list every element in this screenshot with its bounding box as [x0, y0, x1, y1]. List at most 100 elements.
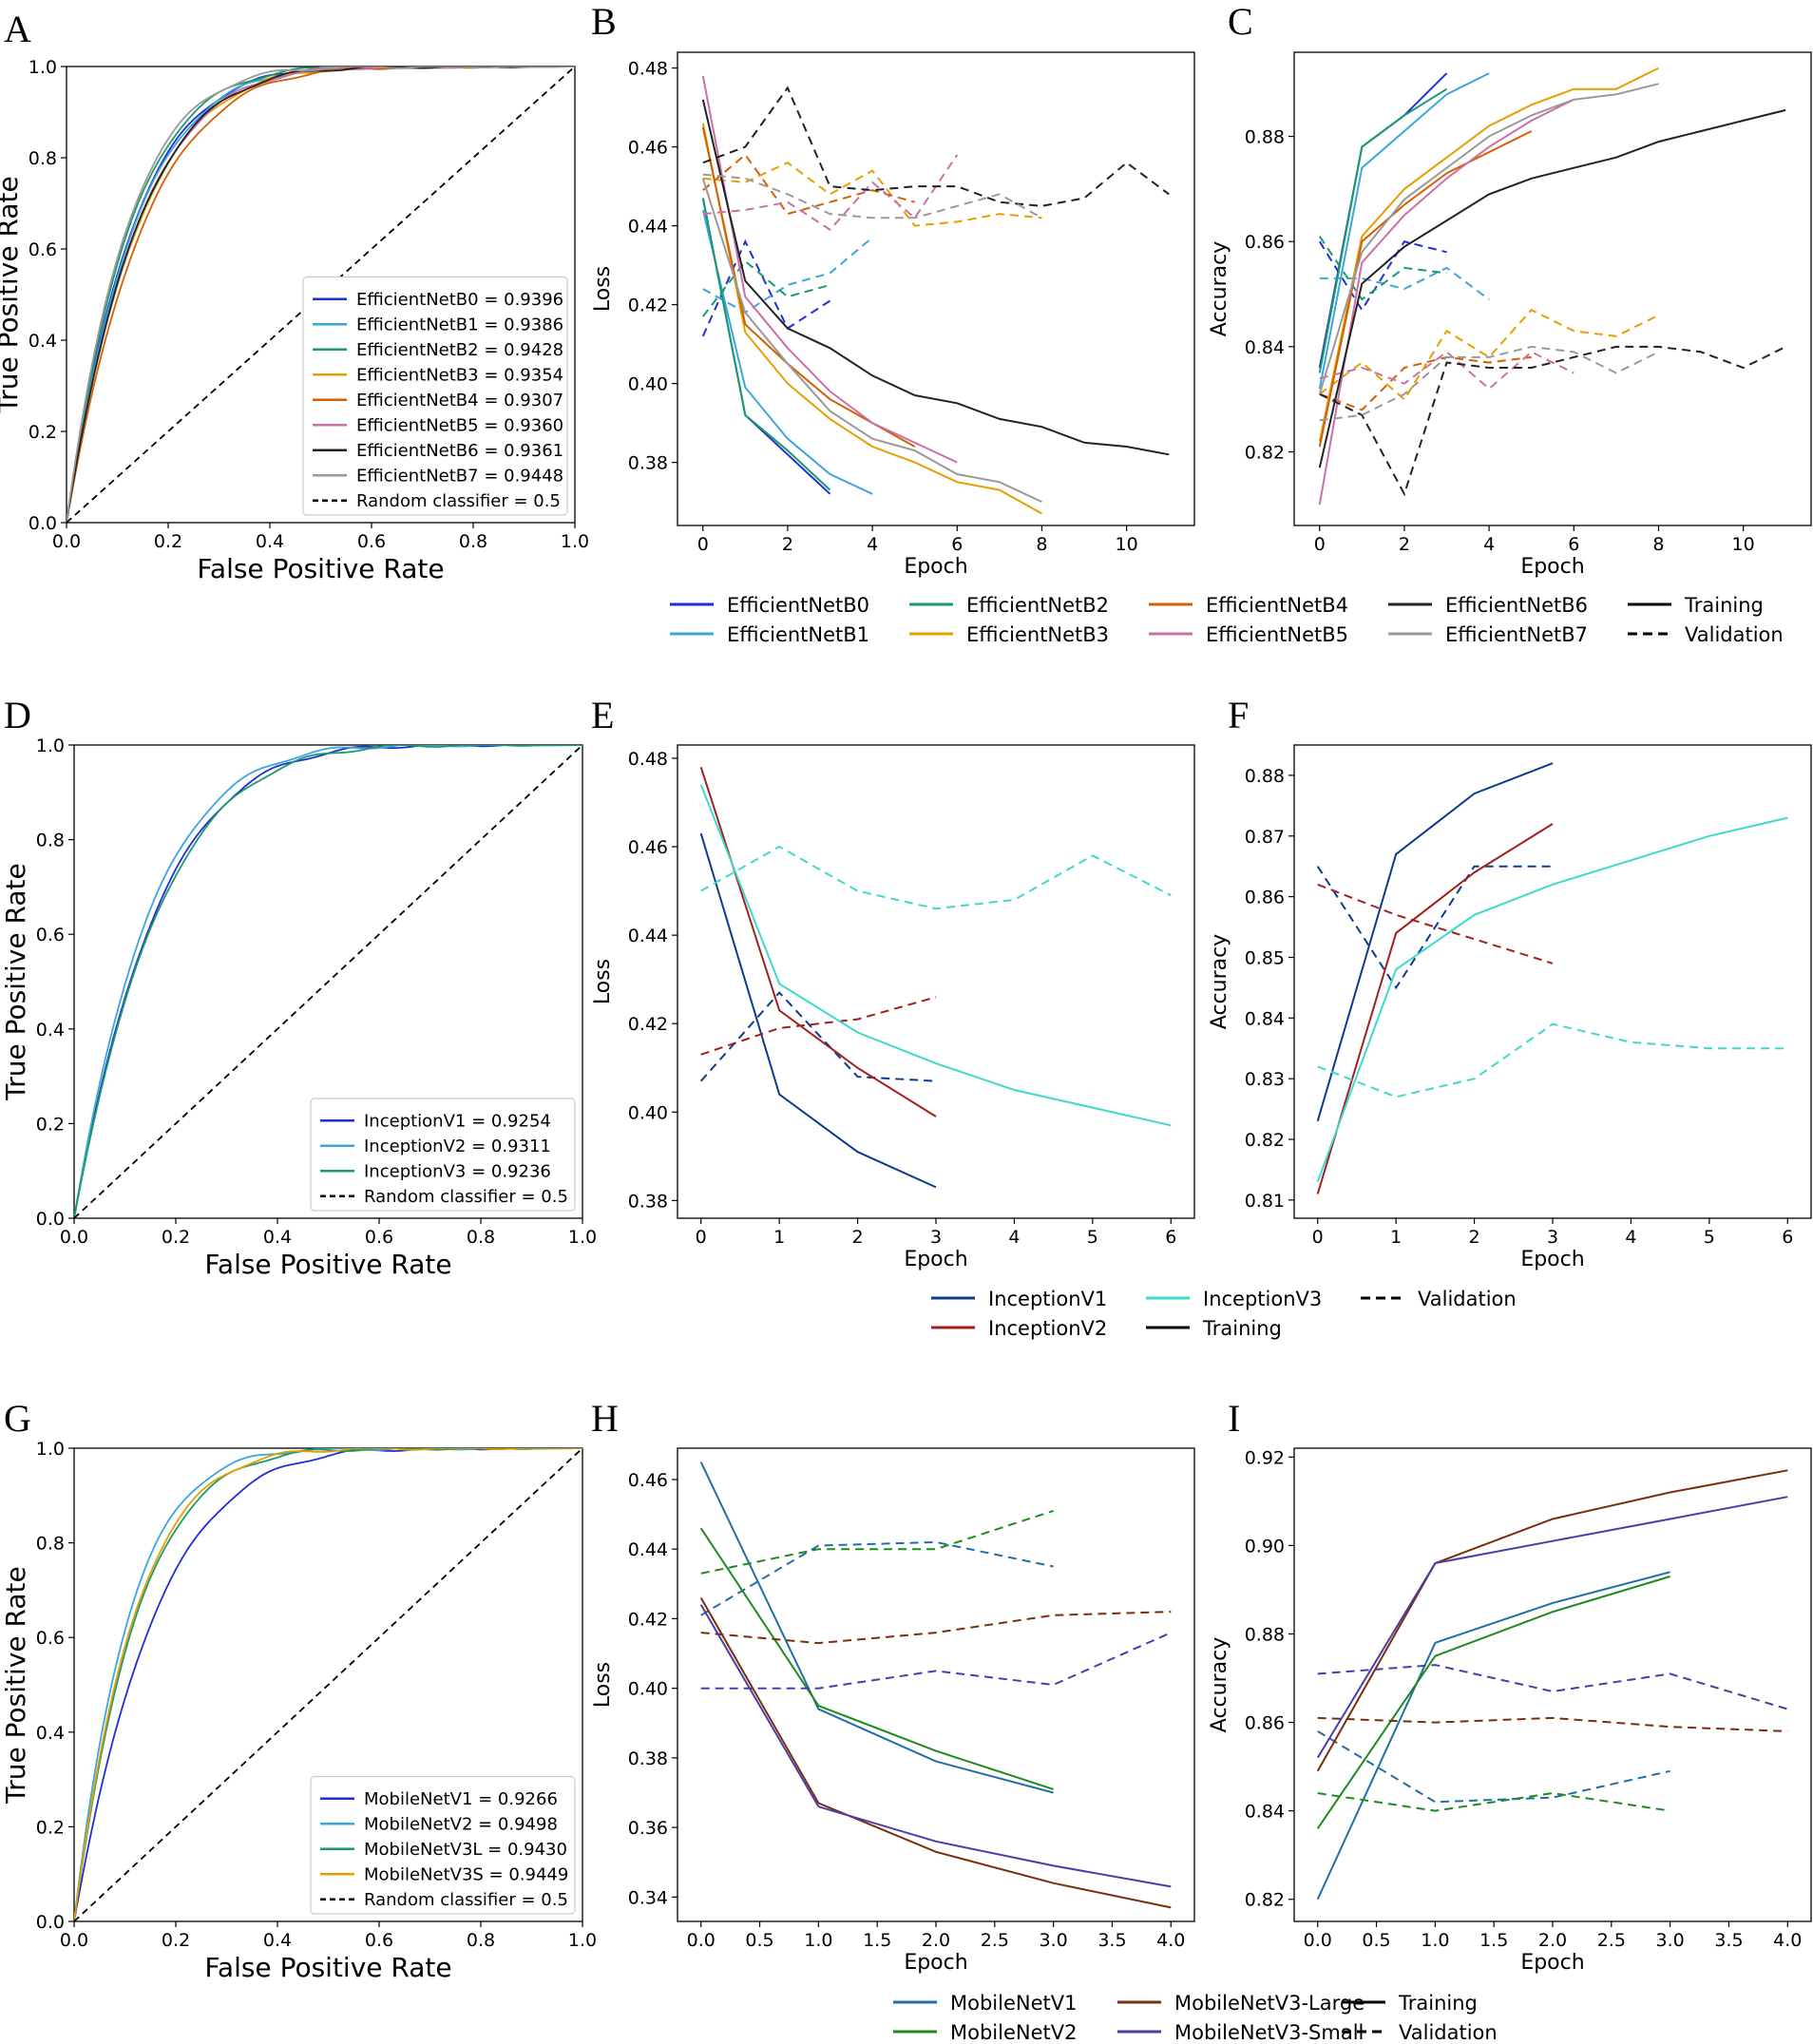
- y-tick-label: 0.85: [1245, 947, 1285, 968]
- legend-entry: InceptionV3: [1203, 1288, 1322, 1310]
- plot-area: [701, 75, 1170, 515]
- y-tick-label: 0.82: [1245, 443, 1285, 464]
- y-tick-label: 0.86: [1245, 888, 1285, 908]
- panel-g: 0.0 0.2 0.4 0.6 0.8 1.0 0.0 0.2 0.4 0.6 0.8 1.0 Fals…: [0, 1439, 597, 1983]
- panel-label-e: E: [591, 694, 614, 736]
- y-tick-label: 0.42: [628, 1609, 668, 1630]
- legend-entry: MobileNetV1: [950, 1992, 1077, 2015]
- y-tick-label: 0.86: [1245, 232, 1285, 253]
- legend-entry: MobileNetV1 = 0.9266: [364, 1789, 558, 1809]
- plot-area: [74, 745, 582, 1218]
- validation-line-mobilenetv3-large: [700, 1611, 1172, 1645]
- validation-line-mobilenetv3-small: [1317, 1664, 1788, 1710]
- x-tick-label: 0: [697, 534, 709, 555]
- training-line-efficientnetb3: [1318, 67, 1659, 442]
- training-line-inceptionv3: [699, 784, 1172, 1127]
- training-line-mobilenetv3-small: [699, 1604, 1172, 1888]
- roc-curve-random-classifier: [74, 745, 582, 1218]
- validation-line-efficientnetb7: [1319, 345, 1659, 422]
- y-tick-label: 0.2: [36, 1817, 65, 1838]
- x-tick-label: 3: [930, 1227, 942, 1248]
- legend-entry: InceptionV2: [988, 1317, 1107, 1340]
- y-tick-label: 0.46: [628, 1470, 668, 1491]
- series-legend-1: EfficientNetB0 EfficientNetB1 EfficientNet…: [670, 594, 1784, 646]
- training-line-inceptionv2: [699, 766, 937, 1118]
- x-tick-label: 0.0: [1304, 1930, 1332, 1951]
- validation-line-mobilenetv2: [700, 1509, 1054, 1575]
- x-tick-label: 0.4: [263, 1227, 292, 1248]
- y-tick-label: 0.44: [628, 217, 668, 238]
- y-tick-label: 0.82: [1245, 1130, 1285, 1151]
- x-tick-label: 4: [1625, 1227, 1636, 1248]
- x-tick-label: 3.0: [1040, 1930, 1068, 1951]
- legend-entry: InceptionV1: [988, 1288, 1107, 1310]
- training-line-inceptionv1: [699, 832, 937, 1189]
- y-tick-label: 0.82: [1245, 1890, 1285, 1911]
- validation-line-efficientnetb6: [1319, 345, 1786, 497]
- x-tick-label: 0.0: [687, 1930, 716, 1951]
- legend-entry: MobileNetV2 = 0.9498: [364, 1814, 558, 1834]
- legend-entry: MobileNetV3S = 0.9449: [364, 1864, 568, 1884]
- x-tick-label: 1.0: [804, 1930, 832, 1951]
- training-line-efficientnetb6: [1318, 108, 1786, 468]
- y-tick-label: 0.0: [29, 513, 57, 534]
- validation-line-efficientnetb3: [1319, 308, 1659, 401]
- series-legend-2: InceptionV1 InceptionV2 InceptionV3 Trainin…: [931, 1288, 1517, 1340]
- legend-entry: Validation: [1685, 623, 1784, 646]
- x-tick-label: 3: [1547, 1227, 1558, 1248]
- y-tick-label: 0.8: [29, 148, 57, 169]
- legend-entry: Training: [1684, 594, 1764, 617]
- legend-entry: MobileNetV2: [950, 2021, 1077, 2044]
- plot-frame: [1293, 51, 1812, 526]
- x-tick-label: 2.0: [922, 1930, 950, 1951]
- panel-label-a: A: [4, 8, 31, 50]
- x-axis-title: Epoch: [1520, 555, 1584, 579]
- legend-entry: Validation: [1399, 2021, 1498, 2044]
- y-tick-label: 0.0: [36, 1912, 65, 1933]
- series-legend-3: MobileNetV1 MobileNetV2 MobileNetV3-Large M…: [893, 1992, 1498, 2044]
- x-tick-label: 0.2: [162, 1227, 190, 1248]
- panel-f: 0 1 2 3 4 5 6 0.81 0.82 0.83 0.84 0.85 0.86 0.87 0.88 E…: [1208, 744, 1812, 1271]
- x-tick-label: 2: [1469, 1227, 1480, 1248]
- validation-line-mobilenetv3-small: [700, 1632, 1172, 1690]
- x-tick-label: 2.0: [1538, 1930, 1567, 1951]
- x-tick-label: 0.5: [745, 1930, 773, 1951]
- training-line-efficientnetb6: [701, 99, 1170, 456]
- legend-entry: EfficientNetB4 = 0.9307: [356, 391, 563, 411]
- panel-a: 0.0 0.2 0.4 0.6 0.8 1.0 0.0 0.2 0.4 0.6 0.8 1.0 Fals…: [0, 57, 589, 584]
- plot-area: [74, 1448, 582, 1921]
- y-tick-label: 0.38: [628, 1748, 668, 1769]
- y-tick-label: 0.88: [1245, 1624, 1285, 1645]
- validation-line-efficientnetb3: [702, 162, 1042, 227]
- x-tick-label: 0.6: [365, 1227, 393, 1248]
- legend-entry: EfficientNetB7: [1445, 623, 1588, 646]
- training-line-mobilenetv2: [699, 1527, 1054, 1790]
- x-tick-label: 0: [696, 1227, 707, 1248]
- legend-entry: InceptionV2 = 0.9311: [364, 1137, 551, 1156]
- legend-entry: InceptionV1 = 0.9254: [364, 1111, 551, 1131]
- x-tick-label: 0.8: [467, 1227, 495, 1248]
- x-tick-label: 0.6: [365, 1930, 393, 1951]
- y-axis-title: True Positive Rate: [0, 863, 31, 1100]
- x-tick-label: 0.2: [162, 1930, 190, 1951]
- y-tick-label: 0.4: [36, 1723, 65, 1744]
- y-tick-label: 0.38: [628, 453, 668, 474]
- plot-frame: [677, 51, 1195, 526]
- x-tick-label: 0.8: [467, 1930, 495, 1951]
- x-tick-label: 0.4: [256, 531, 284, 552]
- panel-label-c: C: [1228, 0, 1253, 43]
- roc-curve-mobilenetv3s: [74, 1448, 582, 1921]
- y-tick-label: 0.34: [628, 1887, 668, 1908]
- y-tick-label: 0.8: [36, 1534, 65, 1555]
- plot-area: [67, 67, 575, 523]
- y-axis-title: Loss: [591, 266, 615, 312]
- legend-entry: EfficientNetB0: [727, 594, 869, 617]
- panel-label-b: B: [591, 0, 617, 43]
- validation-line-efficientnetb0: [1318, 240, 1447, 312]
- x-tick-label: 4: [1483, 534, 1495, 555]
- roc-legend: MobileNetV1 = 0.9266 MobileNetV2 = 0.9498…: [310, 1775, 576, 1915]
- y-tick-label: 0.38: [628, 1191, 668, 1212]
- panel-b: 0 2 4 6 8 10 0.38 0.40 0.42 0.44 0.46 0.48 Epoch Loss: [591, 51, 1195, 579]
- y-tick-label: 0.6: [36, 925, 65, 946]
- legend-entry: Random classifier = 0.5: [364, 1187, 568, 1207]
